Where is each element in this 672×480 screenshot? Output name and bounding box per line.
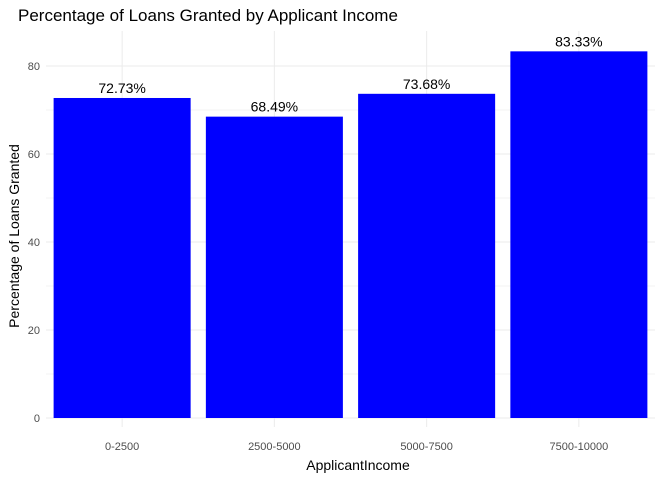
chart-title: Percentage of Loans Granted by Applicant… [18, 6, 398, 25]
x-axis-ticks: 0-2500 2500-5000 5000-7500 7500-10000 [105, 441, 608, 453]
data-label: 68.49% [251, 99, 298, 115]
y-axis-title: Percentage of Loans Granted [6, 144, 22, 328]
y-tick-label: 40 [28, 237, 40, 249]
y-axis-ticks: 0 20 40 60 80 [28, 61, 40, 425]
data-label: 83.33% [555, 33, 602, 49]
bar [358, 93, 496, 419]
data-labels: 72.73% 68.49% 73.68% 83.33% [98, 33, 602, 114]
bar [205, 116, 343, 419]
x-tick-label: 2500-5000 [248, 441, 301, 453]
y-tick-label: 60 [28, 149, 40, 161]
y-tick-label: 20 [28, 325, 40, 337]
y-tick-label: 80 [28, 61, 40, 73]
y-tick-label: 0 [34, 413, 40, 425]
x-tick-label: 5000-7500 [400, 441, 453, 453]
bar [510, 51, 648, 419]
bars [53, 51, 648, 419]
data-label: 73.68% [403, 76, 450, 92]
x-tick-label: 0-2500 [105, 441, 139, 453]
bar [53, 97, 191, 418]
x-tick-label: 7500-10000 [550, 441, 609, 453]
x-axis-title: ApplicantIncome [306, 457, 410, 473]
data-label: 72.73% [98, 80, 145, 96]
